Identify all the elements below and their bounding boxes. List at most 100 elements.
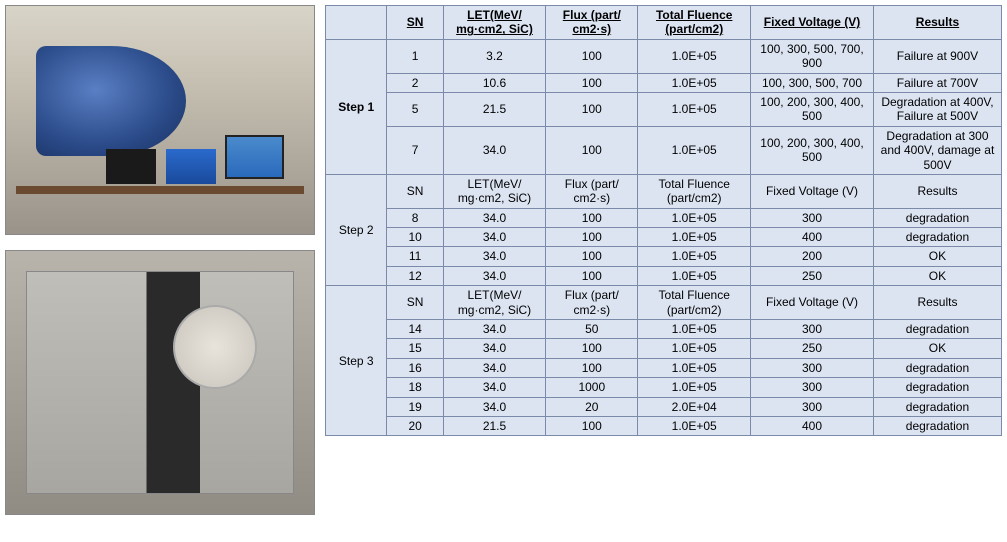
cell-flux: 100 xyxy=(546,208,638,227)
cell-voltage: 400 xyxy=(751,228,874,247)
cell-let: 34.0 xyxy=(443,339,545,358)
cell-let: 34.0 xyxy=(443,397,545,416)
cell-sn: 14 xyxy=(387,320,443,339)
cell-voltage: 250 xyxy=(751,339,874,358)
cell-sn: 20 xyxy=(387,416,443,435)
cell-fluence: 1.0E+05 xyxy=(638,39,751,73)
cell-results: Failure at 700V xyxy=(873,73,1001,92)
cell-fluence: 1.0E+05 xyxy=(638,358,751,377)
cell-results: degradation xyxy=(873,378,1001,397)
cell-let: 34.0 xyxy=(443,358,545,377)
cell-voltage: 300 xyxy=(751,378,874,397)
cell-results: degradation xyxy=(873,397,1001,416)
cell-let: 21.5 xyxy=(443,416,545,435)
cell-let: 3.2 xyxy=(443,39,545,73)
cell-voltage: 300 xyxy=(751,397,874,416)
cell-let: 34.0 xyxy=(443,228,545,247)
cell-flux: 100 xyxy=(546,39,638,73)
col-fluence: Total Fluence (part/cm2) xyxy=(638,6,751,40)
cell-voltage: 100, 300, 500, 700 xyxy=(751,73,874,92)
cell-results: Degradation at 400V, Failure at 500V xyxy=(873,92,1001,126)
cell-results: degradation xyxy=(873,358,1001,377)
col-fluence: Total Fluence (part/cm2) xyxy=(638,286,751,320)
cell-fluence: 1.0E+05 xyxy=(638,73,751,92)
cell-fluence: 1.0E+05 xyxy=(638,228,751,247)
cell-let: 34.0 xyxy=(443,247,545,266)
cell-flux: 100 xyxy=(546,126,638,174)
cell-fluence: 1.0E+05 xyxy=(638,378,751,397)
step-label: Step 3 xyxy=(326,286,387,436)
cell-flux: 100 xyxy=(546,228,638,247)
cell-voltage: 100, 200, 300, 400, 500 xyxy=(751,126,874,174)
cell-let: 34.0 xyxy=(443,126,545,174)
cell-fluence: 1.0E+05 xyxy=(638,92,751,126)
col-results: Results xyxy=(873,6,1001,40)
col-sn: SN xyxy=(387,286,443,320)
cell-voltage: 250 xyxy=(751,266,874,285)
col-results: Results xyxy=(873,286,1001,320)
cell-flux: 1000 xyxy=(546,378,638,397)
cell-sn: 19 xyxy=(387,397,443,416)
cell-voltage: 100, 200, 300, 400, 500 xyxy=(751,92,874,126)
cell-flux: 100 xyxy=(546,339,638,358)
step-label: Step 2 xyxy=(326,174,387,285)
cell-results: OK xyxy=(873,339,1001,358)
test-rig-shape xyxy=(26,271,294,494)
lab-setup-photo xyxy=(5,5,315,235)
cell-let: 34.0 xyxy=(443,266,545,285)
col-voltage: Fixed Voltage (V) xyxy=(751,6,874,40)
col-step xyxy=(326,6,387,40)
cell-sn: 5 xyxy=(387,92,443,126)
cell-voltage: 100, 300, 500, 700, 900 xyxy=(751,39,874,73)
laptop-icon xyxy=(166,149,216,184)
cell-sn: 15 xyxy=(387,339,443,358)
cell-sn: 1 xyxy=(387,39,443,73)
results-table: SNLET(MeV/ mg·cm2, SiC)Flux (part/ cm2·s… xyxy=(325,5,1002,436)
cell-fluence: 1.0E+05 xyxy=(638,208,751,227)
cell-results: degradation xyxy=(873,416,1001,435)
cell-voltage: 200 xyxy=(751,247,874,266)
cell-fluence: 1.0E+05 xyxy=(638,266,751,285)
cell-fluence: 2.0E+04 xyxy=(638,397,751,416)
cell-let: 34.0 xyxy=(443,208,545,227)
col-voltage: Fixed Voltage (V) xyxy=(751,174,874,208)
cell-fluence: 1.0E+05 xyxy=(638,126,751,174)
cell-flux: 100 xyxy=(546,92,638,126)
col-let: LET(MeV/ mg·cm2, SiC) xyxy=(443,286,545,320)
col-flux: Flux (part/ cm2·s) xyxy=(546,6,638,40)
cell-results: degradation xyxy=(873,320,1001,339)
laptop-icon xyxy=(106,149,156,184)
cell-results: OK xyxy=(873,266,1001,285)
test-fixture-photo xyxy=(5,250,315,515)
cell-flux: 100 xyxy=(546,416,638,435)
cell-results: Degradation at 300 and 400V, damage at 5… xyxy=(873,126,1001,174)
col-fluence: Total Fluence (part/cm2) xyxy=(638,174,751,208)
col-let: LET(MeV/ mg·cm2, SiC) xyxy=(443,174,545,208)
cell-sn: 8 xyxy=(387,208,443,227)
col-sn: SN xyxy=(387,6,443,40)
cell-fluence: 1.0E+05 xyxy=(638,339,751,358)
cell-let: 34.0 xyxy=(443,320,545,339)
cell-flux: 50 xyxy=(546,320,638,339)
cell-results: degradation xyxy=(873,208,1001,227)
cell-fluence: 1.0E+05 xyxy=(638,320,751,339)
col-let: LET(MeV/ mg·cm2, SiC) xyxy=(443,6,545,40)
image-column xyxy=(5,5,315,537)
cell-voltage: 300 xyxy=(751,320,874,339)
cell-flux: 100 xyxy=(546,247,638,266)
cell-results: OK xyxy=(873,247,1001,266)
col-results: Results xyxy=(873,174,1001,208)
cell-voltage: 300 xyxy=(751,358,874,377)
cell-let: 34.0 xyxy=(443,378,545,397)
cell-flux: 20 xyxy=(546,397,638,416)
vacuum-chamber-icon xyxy=(36,46,186,156)
cell-voltage: 400 xyxy=(751,416,874,435)
cell-let: 21.5 xyxy=(443,92,545,126)
col-voltage: Fixed Voltage (V) xyxy=(751,286,874,320)
cell-fluence: 1.0E+05 xyxy=(638,247,751,266)
col-flux: Flux (part/ cm2·s) xyxy=(546,286,638,320)
cell-results: Failure at 900V xyxy=(873,39,1001,73)
cell-sn: 12 xyxy=(387,266,443,285)
cell-sn: 10 xyxy=(387,228,443,247)
cell-sn: 2 xyxy=(387,73,443,92)
